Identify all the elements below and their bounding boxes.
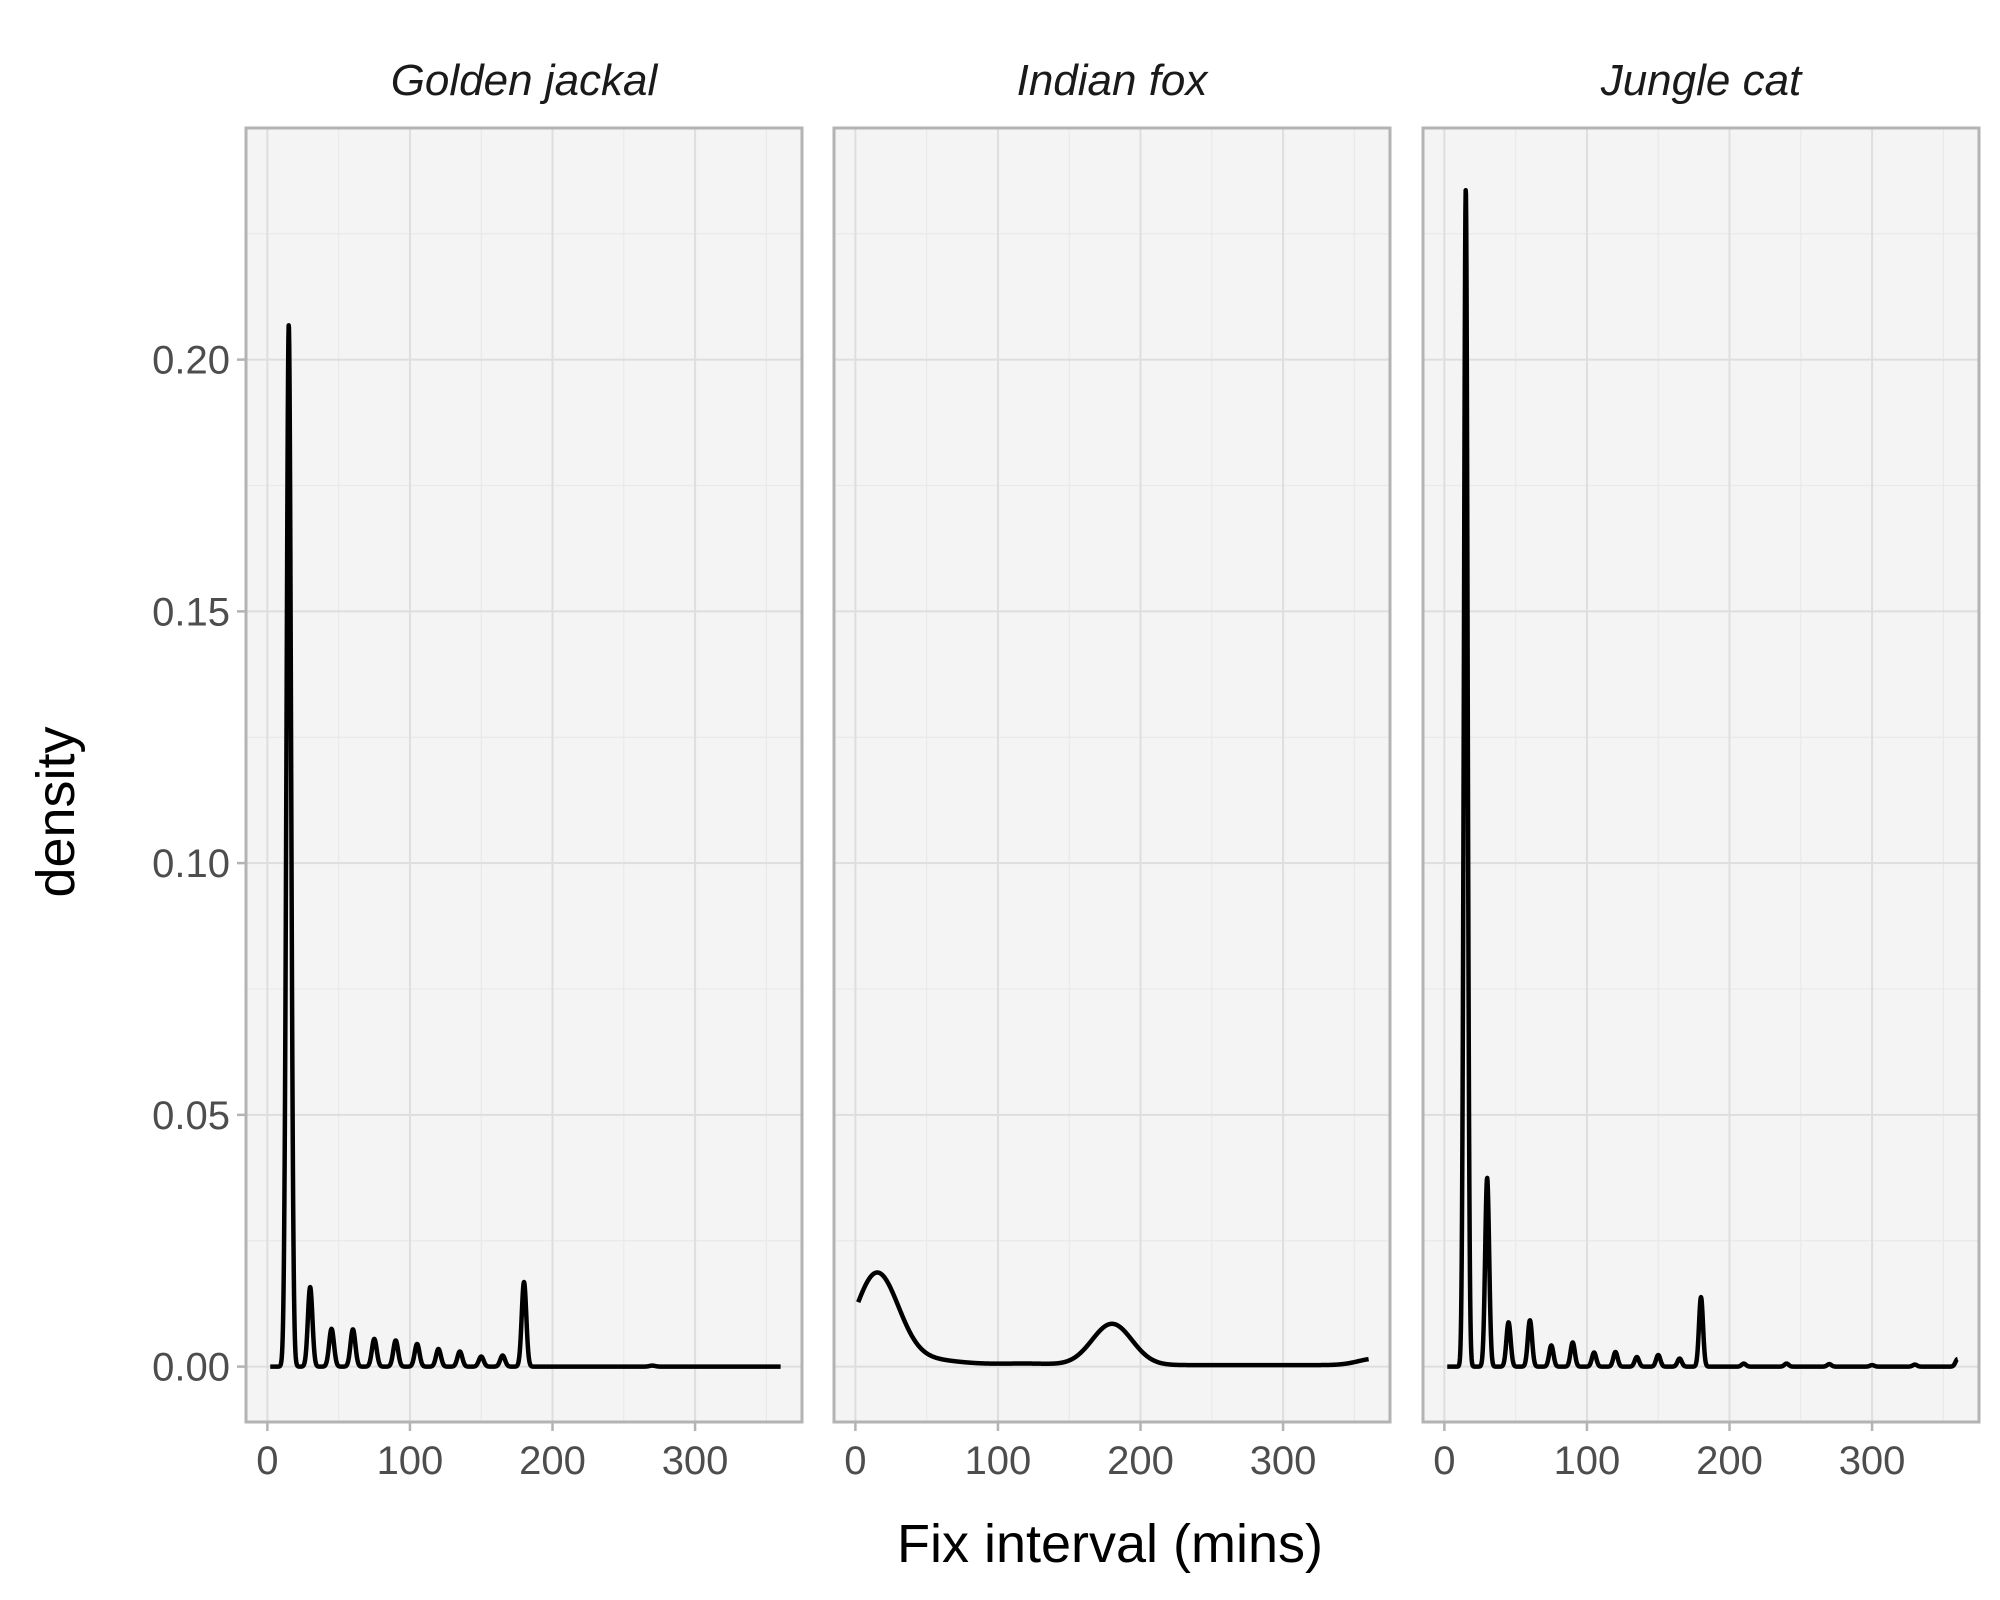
y-tick-label: 0.20 (152, 339, 230, 383)
density-line (856, 1270, 1371, 1368)
x-tick-label: 200 (1107, 1439, 1174, 1483)
y-tick-label: 0.05 (152, 1094, 230, 1138)
y-tick-label: 0.15 (152, 590, 230, 634)
panel-golden-jackal: Golden jackal 0 100 200 300 (244, 56, 804, 1483)
x-tick-label: 0 (844, 1439, 866, 1483)
panel-indian-fox: Indian fox 0 100 200 300 (832, 56, 1392, 1483)
x-tick-label: 300 (1839, 1439, 1906, 1483)
panel-title: Golden jackal (391, 56, 659, 105)
panel-background (244, 126, 804, 1424)
density-line (268, 323, 783, 1369)
x-axis-title: Fix interval (mins) (897, 1514, 1323, 1574)
x-tick-label: 200 (519, 1439, 586, 1483)
x-tick-label: 200 (1696, 1439, 1763, 1483)
density-line (1445, 187, 1960, 1369)
panel-title: Indian fox (1017, 56, 1210, 105)
panel-border (1421, 126, 1981, 1424)
panel-background (832, 126, 1392, 1424)
x-tick-label: 0 (256, 1439, 278, 1483)
panel-jungle-cat: Jungle cat 0 100 200 300 (1421, 56, 1981, 1483)
y-tick-label: 0.00 (152, 1346, 230, 1390)
x-tick-label: 300 (662, 1439, 729, 1483)
panel-title: Jungle cat (1600, 56, 1803, 105)
x-tick-label: 100 (965, 1439, 1032, 1483)
x-tick-label: 300 (1250, 1439, 1317, 1483)
x-tick-label: 100 (1554, 1439, 1621, 1483)
y-axis-title: density (26, 726, 86, 897)
x-tick-label: 0 (1433, 1439, 1455, 1483)
panel-border (244, 126, 804, 1424)
y-tick-label: 0.10 (152, 842, 230, 886)
x-tick-label: 100 (377, 1439, 444, 1483)
panel-border (832, 126, 1392, 1424)
panel-background (1421, 126, 1981, 1424)
